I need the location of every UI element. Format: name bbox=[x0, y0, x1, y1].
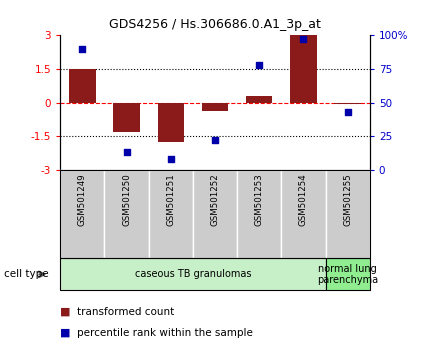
Point bbox=[79, 46, 86, 52]
Point bbox=[123, 150, 130, 155]
Text: transformed count: transformed count bbox=[77, 307, 175, 316]
Bar bbox=[157, 103, 184, 142]
Bar bbox=[335, 103, 361, 104]
Text: cell type: cell type bbox=[4, 269, 49, 279]
Point bbox=[344, 109, 351, 115]
Text: GSM501250: GSM501250 bbox=[122, 173, 131, 226]
Text: GSM501249: GSM501249 bbox=[78, 173, 87, 226]
Text: GDS4256 / Hs.306686.0.A1_3p_at: GDS4256 / Hs.306686.0.A1_3p_at bbox=[109, 18, 321, 31]
Text: percentile rank within the sample: percentile rank within the sample bbox=[77, 328, 253, 338]
Text: ■: ■ bbox=[60, 328, 71, 338]
Bar bbox=[113, 103, 140, 132]
Text: GSM501252: GSM501252 bbox=[211, 173, 219, 226]
Bar bbox=[69, 69, 95, 103]
Point bbox=[167, 156, 174, 162]
Text: caseous TB granulomas: caseous TB granulomas bbox=[135, 269, 251, 279]
Bar bbox=[290, 35, 317, 103]
Text: GSM501254: GSM501254 bbox=[299, 173, 308, 226]
Text: ■: ■ bbox=[60, 307, 71, 316]
Point bbox=[256, 62, 263, 68]
Point bbox=[212, 137, 218, 143]
Text: normal lung
parenchyma: normal lung parenchyma bbox=[317, 263, 378, 285]
Bar bbox=[246, 96, 273, 103]
Text: GSM501251: GSM501251 bbox=[166, 173, 175, 226]
Text: GSM501255: GSM501255 bbox=[343, 173, 352, 226]
Text: GSM501253: GSM501253 bbox=[255, 173, 264, 226]
Point bbox=[300, 36, 307, 42]
Bar bbox=[202, 103, 228, 111]
